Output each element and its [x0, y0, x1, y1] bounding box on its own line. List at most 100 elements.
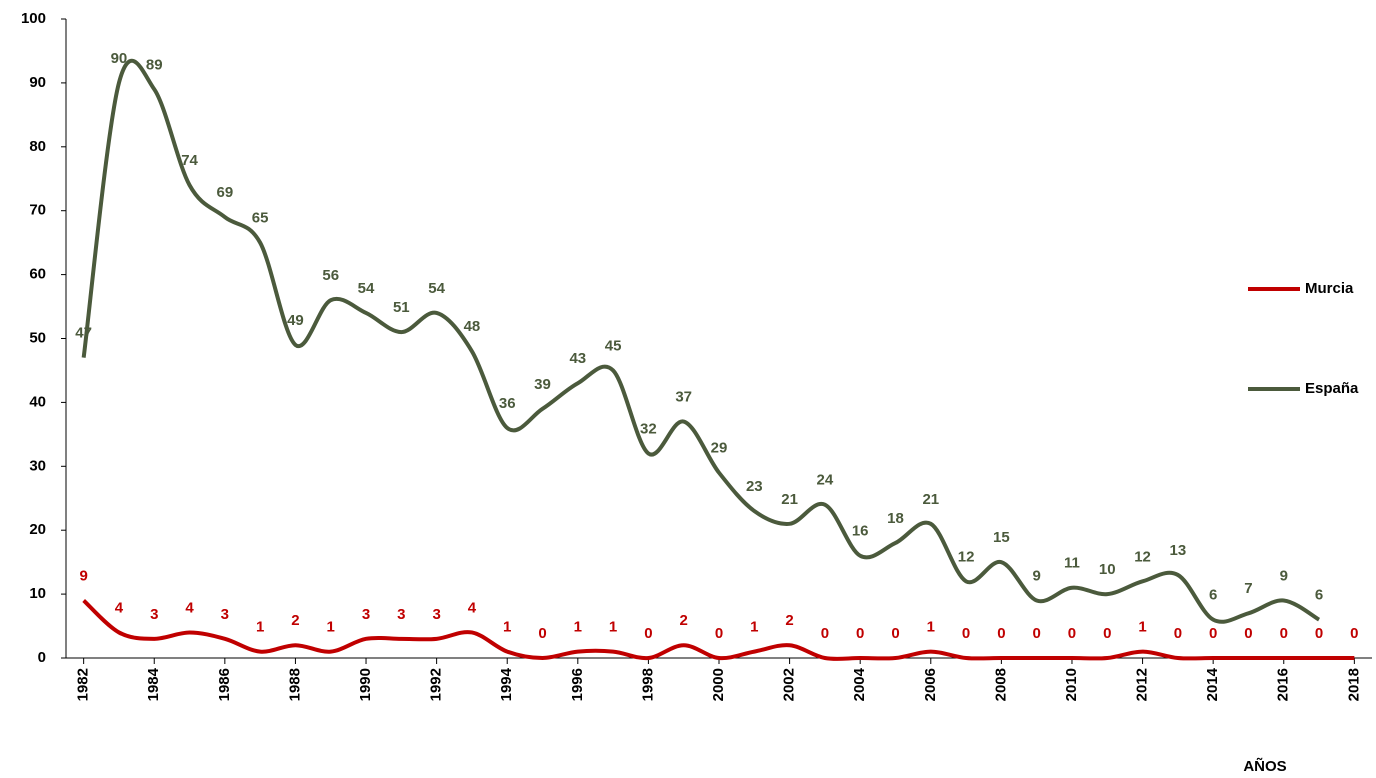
data-label: 48 [464, 318, 481, 335]
line [81, 58, 1321, 624]
x-tick-label: 1986 [216, 668, 233, 701]
data-label: 6 [1209, 587, 1217, 604]
data-label: 49 [287, 312, 304, 329]
x-tick-label: 1982 [75, 668, 92, 701]
x-tick-label: 2006 [922, 668, 939, 701]
data-label: 0 [644, 625, 652, 642]
data-label: 0 [856, 625, 864, 642]
x-tick-label: 2004 [851, 667, 868, 701]
data-label: 37 [675, 389, 692, 406]
x-tick-label: 1992 [428, 668, 445, 701]
data-label: 45 [605, 337, 622, 354]
x-tick-label: 1994 [498, 667, 515, 701]
data-label: 3 [432, 606, 440, 623]
legend-label: Murcia [1305, 280, 1354, 297]
data-label: 1 [750, 619, 758, 636]
data-label: 16 [852, 523, 869, 540]
data-label: 0 [821, 625, 829, 642]
data-label: 9 [1033, 567, 1041, 584]
data-label: 3 [397, 606, 405, 623]
data-label: 89 [146, 56, 163, 73]
data-label: 2 [680, 612, 688, 629]
data-label: 43 [569, 350, 586, 367]
y-tick-label: 20 [29, 521, 46, 538]
data-label: 0 [997, 625, 1005, 642]
x-tick-label: 2016 [1275, 668, 1292, 701]
data-label: 54 [358, 280, 375, 297]
data-label: 0 [1068, 625, 1076, 642]
data-label: 1 [327, 619, 335, 636]
y-tick-label: 0 [38, 649, 46, 666]
x-tick-label: 1984 [145, 667, 162, 701]
y-tick-label: 60 [29, 266, 46, 283]
data-label: 69 [216, 184, 233, 201]
x-tick-label: 1988 [286, 668, 303, 701]
data-label: 21 [781, 491, 798, 508]
data-label: 18 [887, 510, 904, 527]
data-label: 15 [993, 529, 1010, 546]
data-label: 32 [640, 420, 657, 437]
y-tick-label: 70 [29, 202, 46, 219]
x-tick-label: 2014 [1204, 667, 1221, 701]
data-label: 23 [746, 478, 763, 495]
data-label: 0 [1244, 625, 1252, 642]
x-axis-label: AÑOS [1243, 757, 1286, 775]
data-label: 0 [1103, 625, 1111, 642]
y-tick-label: 80 [29, 138, 46, 155]
data-label: 3 [221, 606, 229, 623]
line [82, 599, 1355, 661]
data-label: 47 [75, 325, 92, 342]
data-label: 0 [1209, 625, 1217, 642]
data-label: 4 [468, 599, 477, 616]
data-label: 1 [574, 619, 582, 636]
data-label: 65 [252, 210, 269, 227]
data-label: 3 [150, 606, 158, 623]
data-label: 21 [922, 491, 939, 508]
data-label: 29 [711, 440, 728, 457]
x-tick-label: 1990 [357, 668, 374, 701]
data-label: 0 [538, 625, 546, 642]
x-tick-label: 2000 [710, 668, 727, 701]
data-label: 13 [1170, 542, 1187, 559]
data-label: 0 [1315, 625, 1323, 642]
x-tick-label: 2010 [1063, 668, 1080, 701]
y-tick-label: 40 [29, 393, 46, 410]
data-label: 1 [1138, 619, 1146, 636]
y-tick-label: 90 [29, 74, 46, 91]
data-label: 0 [1280, 625, 1288, 642]
data-label: 56 [322, 267, 339, 284]
data-label: 9 [79, 567, 87, 584]
data-label: 10 [1099, 561, 1116, 578]
data-label: 90 [111, 50, 128, 67]
data-label: 54 [428, 280, 445, 297]
data-label: 0 [962, 625, 970, 642]
data-label: 3 [362, 606, 370, 623]
data-label: 51 [393, 299, 410, 316]
data-label: 2 [785, 612, 793, 629]
data-label: 7 [1244, 580, 1252, 597]
x-tick-label: 2008 [992, 668, 1009, 701]
data-label: 1 [503, 619, 511, 636]
x-tick-label: 1996 [569, 668, 586, 701]
data-label: 11 [1064, 555, 1080, 572]
data-label: 36 [499, 395, 516, 412]
y-tick-label: 100 [21, 10, 46, 27]
x-tick-label: 1998 [639, 668, 656, 701]
y-tick-label: 50 [29, 329, 46, 346]
data-label: 0 [1174, 625, 1182, 642]
data-label: 39 [534, 376, 551, 393]
data-label: 1 [927, 619, 935, 636]
data-label: 12 [1134, 548, 1151, 565]
data-label: 0 [1033, 625, 1041, 642]
data-label: 4 [185, 599, 194, 616]
x-tick-label: 2002 [781, 668, 798, 701]
data-label: 0 [1350, 625, 1358, 642]
y-tick-label: 10 [29, 585, 46, 602]
data-label: 0 [715, 625, 723, 642]
x-tick-label: 2012 [1134, 668, 1151, 701]
data-label: 1 [256, 619, 264, 636]
data-label: 2 [291, 612, 299, 629]
data-label: 74 [181, 152, 198, 169]
data-label: 9 [1280, 567, 1288, 584]
